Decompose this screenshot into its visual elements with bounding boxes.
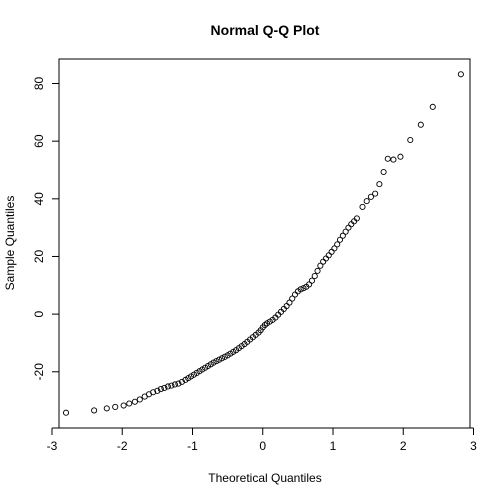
data-point <box>367 193 374 200</box>
y-axis: -20 0 20 40 60 80 <box>32 77 60 381</box>
y-tick-label: -20 <box>32 363 46 381</box>
data-point <box>161 384 168 391</box>
data-point <box>380 168 387 176</box>
data-point <box>131 398 138 405</box>
data-point <box>126 400 133 407</box>
data-point <box>168 382 175 389</box>
data-point <box>120 402 127 409</box>
data-point <box>363 198 370 205</box>
chart-title: Normal Q-Q Plot <box>211 22 320 38</box>
data-point <box>297 286 304 293</box>
data-point <box>103 405 110 412</box>
data-point <box>91 407 98 414</box>
data-point <box>289 295 296 302</box>
data-point <box>334 241 341 248</box>
data-point <box>359 203 366 210</box>
data-point <box>397 153 404 160</box>
data-point <box>325 252 332 259</box>
data-point <box>331 245 338 252</box>
data-point <box>286 299 293 306</box>
x-tick-label: 0 <box>259 439 266 453</box>
data-point <box>417 121 424 128</box>
data-point <box>384 155 391 162</box>
data-point <box>164 383 171 390</box>
y-axis-label: Sample Quantiles <box>3 196 17 291</box>
data-point <box>154 387 161 394</box>
data-point <box>353 215 360 222</box>
data-point <box>457 71 464 78</box>
x-axis: -3 -2 -1 0 1 2 3 <box>47 427 477 453</box>
data-point <box>62 409 70 416</box>
data-point <box>157 386 164 393</box>
data-point <box>336 236 344 243</box>
data-point <box>322 255 330 262</box>
x-tick-label: 2 <box>400 439 407 453</box>
data-point <box>112 403 119 411</box>
data-point <box>429 103 436 110</box>
data-point <box>345 224 352 231</box>
data-points <box>62 71 464 416</box>
data-point <box>175 380 182 387</box>
data-point <box>311 273 318 280</box>
data-point <box>308 277 315 284</box>
data-point <box>339 232 346 239</box>
data-point <box>314 267 321 274</box>
data-point <box>407 136 414 144</box>
data-point <box>376 181 383 188</box>
x-tick-label: -3 <box>47 439 58 453</box>
x-tick-label: 1 <box>330 439 337 453</box>
data-point <box>328 248 335 255</box>
data-point <box>136 396 143 403</box>
x-tick-label: 3 <box>470 439 477 453</box>
y-tick-label: 20 <box>32 249 46 263</box>
x-axis-label: Theoretical Quantiles <box>208 471 321 485</box>
y-tick-label: 40 <box>32 192 46 206</box>
data-point <box>342 228 349 235</box>
x-tick-label: -1 <box>187 439 198 453</box>
x-tick-label: -2 <box>117 439 128 453</box>
data-point <box>320 258 327 265</box>
y-tick-label: 0 <box>32 310 46 317</box>
y-tick-label: 60 <box>32 134 46 148</box>
data-point <box>171 381 178 388</box>
data-point <box>292 291 299 298</box>
y-tick-label: 80 <box>32 77 46 91</box>
data-point <box>372 190 379 197</box>
data-point <box>150 389 157 396</box>
data-point <box>317 262 324 269</box>
data-point <box>390 156 397 163</box>
data-point <box>178 378 185 385</box>
plot-frame <box>58 58 471 429</box>
